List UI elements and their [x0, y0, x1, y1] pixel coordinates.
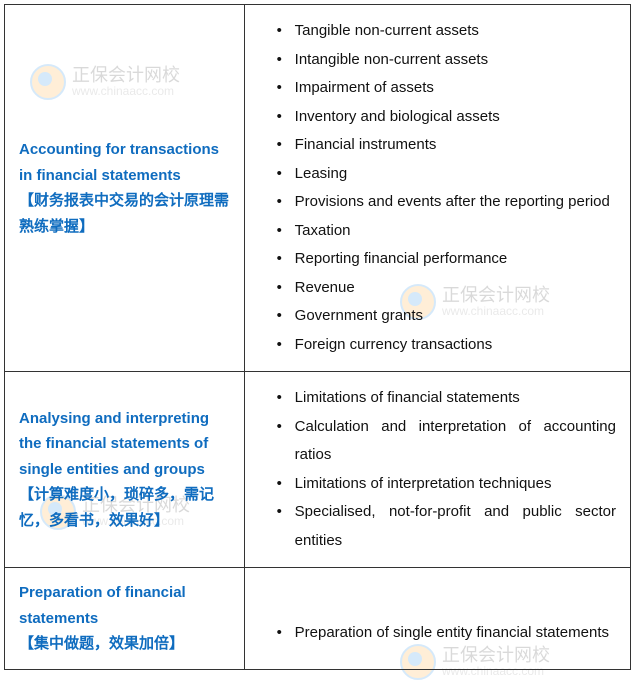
topic-cell: Preparation of financial statements 【集中做… [5, 568, 245, 670]
list-item: Specialised, not-for-profit and public s… [277, 498, 616, 555]
list-item: Tangible non-current assets [277, 17, 616, 46]
topic-cell: Analysing and interpreting the financial… [5, 372, 245, 568]
table-row: Accounting for transactions in financial… [5, 5, 631, 372]
bullet-list: Preparation of single entity financial s… [259, 619, 616, 648]
topic-note: 【计算难度小，琐碎多，需记忆，多看书，效果好】 [19, 486, 214, 529]
list-item: Intangible non-current assets [277, 46, 616, 75]
list-item: Revenue [277, 274, 616, 303]
topic-title: Preparation of financial statements [19, 584, 186, 627]
topic-note: 【集中做题，效果加倍】 [19, 635, 184, 652]
topic-title: Accounting for transactions in financial… [19, 141, 219, 184]
list-item: Calculation and interpretation of accoun… [277, 413, 616, 470]
list-item: Limitations of financial statements [277, 384, 616, 413]
list-item: Foreign currency transactions [277, 331, 616, 360]
topic-cell: Accounting for transactions in financial… [5, 5, 245, 372]
bullets-cell: Limitations of financial statements Calc… [244, 372, 630, 568]
bullet-list: Limitations of financial statements Calc… [259, 384, 616, 555]
list-item: Government grants [277, 302, 616, 331]
topic-note: 【财务报表中交易的会计原理需熟练掌握】 [19, 192, 229, 235]
list-item: Taxation [277, 217, 616, 246]
table-row: Preparation of financial statements 【集中做… [5, 568, 631, 670]
syllabus-table: Accounting for transactions in financial… [4, 4, 631, 670]
list-item: Impairment of assets [277, 74, 616, 103]
topic-title: Analysing and interpreting the financial… [19, 410, 209, 478]
list-item: Financial instruments [277, 131, 616, 160]
bullet-list: Tangible non-current assets Intangible n… [259, 17, 616, 359]
list-item: Provisions and events after the reportin… [277, 188, 616, 217]
list-item: Limitations of interpretation techniques [277, 470, 616, 499]
list-item: Preparation of single entity financial s… [277, 619, 616, 648]
list-item: Inventory and biological assets [277, 103, 616, 132]
bullets-cell: Preparation of single entity financial s… [244, 568, 630, 670]
list-item: Reporting financial performance [277, 245, 616, 274]
table-row: Analysing and interpreting the financial… [5, 372, 631, 568]
list-item: Leasing [277, 160, 616, 189]
bullets-cell: Tangible non-current assets Intangible n… [244, 5, 630, 372]
